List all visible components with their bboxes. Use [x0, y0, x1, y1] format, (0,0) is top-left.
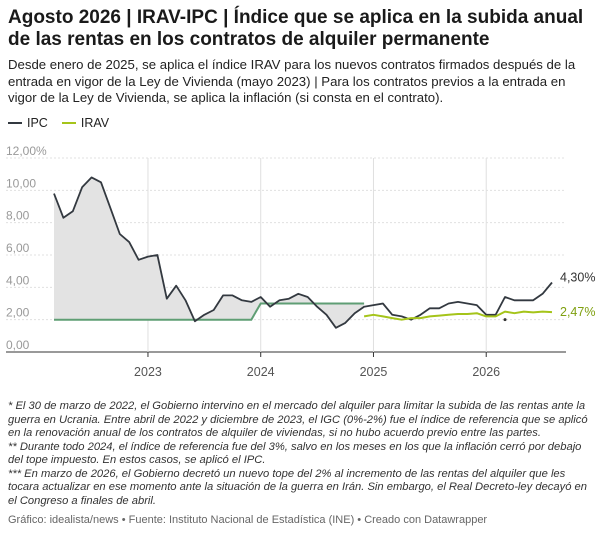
marker-point [503, 318, 507, 322]
y-tick-label: 0,00 [6, 338, 30, 352]
footnote-1: * El 30 de marzo de 2022, el Gobierno in… [8, 400, 588, 439]
y-tick-label: 10,00 [6, 176, 36, 190]
y-tick-label: 2,00 [6, 306, 30, 320]
legend: IPC IRAV [8, 116, 590, 130]
y-tick-label: 4,00 [6, 273, 30, 287]
footnotes: * El 30 de marzo de 2022, el Gobierno in… [8, 400, 592, 508]
legend-swatch-ipc [8, 121, 22, 124]
x-tick-label: 2025 [360, 365, 388, 379]
x-tick-label: 2024 [247, 365, 275, 379]
legend-swatch-irav [61, 121, 76, 124]
chart-subtitle: Desde enero de 2025, se aplica el índice… [8, 57, 576, 105]
chart-svg: 0,00 2,00 4,00 6,00 8,00 10,00 12,00% 2023 2024 2… [6, 144, 595, 379]
page-title: Agosto 2026 | IRAV-IPC | Índice que se a… [8, 7, 584, 50]
legend-label-irav: IRAV [80, 115, 110, 130]
series-end-label-irav: 2,47% [560, 305, 595, 319]
footnote-3: *** En marzo de 2026, el Gobierno decret… [8, 467, 587, 507]
footnote-2: ** Durante todo 2024, el índice de refer… [8, 440, 582, 467]
y-tick-label: 12,00% [6, 146, 47, 158]
x-tick-label: 2023 [134, 365, 162, 379]
legend-item-irav: IRAV [61, 115, 110, 130]
legend-label-ipc: IPC [27, 115, 48, 130]
ipc-cap-gap-area [54, 177, 365, 328]
series-line-irav [363, 310, 553, 321]
line-chart: 0,00 2,00 4,00 6,00 8,00 10,00 12,00% 2023 2024 2… [0, 144, 600, 386]
source-footer: Gráfico: idealista/news • Fuente: Instit… [8, 514, 488, 526]
y-tick-label: 6,00 [6, 241, 30, 255]
y-tick-label: 8,00 [6, 209, 30, 223]
x-tick-label: 2026 [472, 365, 500, 379]
legend-item-ipc: IPC [8, 116, 48, 130]
series-end-label-ipc: 4,30% [560, 270, 595, 284]
series-line-ipc [53, 176, 553, 329]
reference-cap-line [54, 302, 365, 321]
